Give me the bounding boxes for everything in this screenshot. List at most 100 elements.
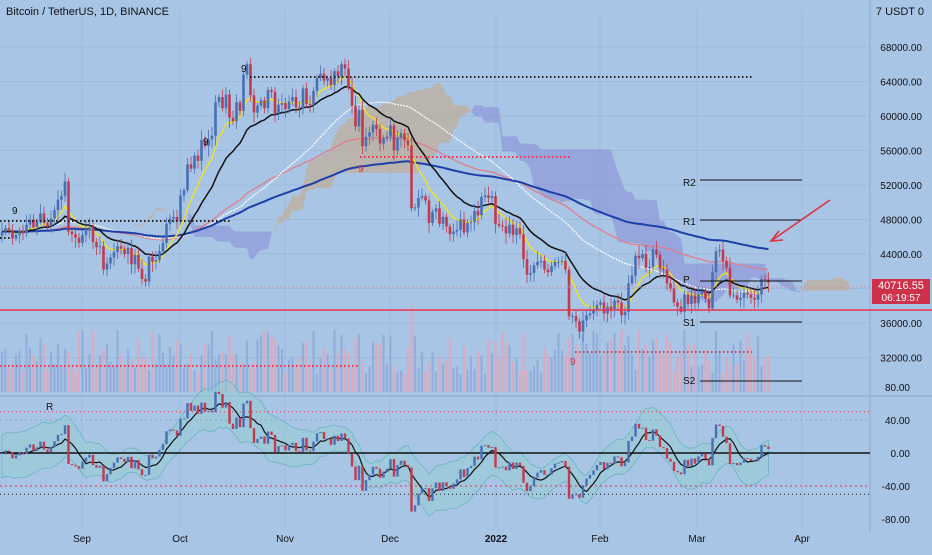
candle-body[interactable] [431,211,434,223]
candle-body[interactable] [294,97,298,108]
candle-body[interactable] [480,197,483,216]
candle-body[interactable] [200,140,203,161]
candle-body[interactable] [679,306,683,312]
candle-body[interactable] [137,254,140,269]
candle-body[interactable] [746,292,749,295]
candle-body[interactable] [18,230,21,236]
candle-body[interactable] [574,316,578,322]
candle-body[interactable] [123,248,126,254]
candle-body[interactable] [284,103,287,110]
candle-body[interactable] [270,90,273,92]
candle-body[interactable] [434,208,438,212]
candle-body[interactable] [539,260,543,262]
candle-body[interactable] [501,225,504,227]
candle-body[interactable] [84,230,88,236]
candle-body[interactable] [508,224,511,234]
candle-body[interactable] [0,231,4,236]
candle-body[interactable] [130,247,133,265]
candle-body[interactable] [385,136,389,139]
candle-body[interactable] [490,196,494,198]
candle-body[interactable] [161,242,165,252]
candle-body[interactable] [714,251,718,273]
candle-body[interactable] [721,249,725,261]
candle-body[interactable] [46,222,49,227]
candle-body[interactable] [49,218,53,227]
candle-body[interactable] [392,125,396,151]
candle-body[interactable] [735,295,739,300]
candle-body[interactable] [644,254,648,268]
candle-body[interactable] [630,275,634,284]
candle-body[interactable] [35,222,39,228]
candle-body[interactable] [182,190,186,196]
candle-body[interactable] [291,97,294,102]
candle-body[interactable] [515,228,518,236]
candle-body[interactable] [494,196,497,224]
candle-body[interactable] [179,195,182,222]
candle-body[interactable] [88,227,91,231]
candle-body[interactable] [627,283,630,312]
candle-body[interactable] [616,300,620,303]
candle-body[interactable] [567,269,571,317]
candle-body[interactable] [518,228,522,235]
candle-body[interactable] [711,272,714,309]
candle-body[interactable] [536,261,539,266]
candle-body[interactable] [165,223,168,243]
candle-body[interactable] [140,268,144,280]
candle-body[interactable] [749,294,753,298]
candle-body[interactable] [483,195,487,198]
candle-body[interactable] [238,102,242,111]
candle-body[interactable] [522,234,525,260]
candle-body[interactable] [105,263,109,270]
candle-body[interactable] [364,136,368,147]
candle-body[interactable] [112,252,116,258]
candle-body[interactable] [119,246,123,249]
candle-body[interactable] [693,295,697,304]
candle-body[interactable] [700,291,704,295]
candle-body[interactable] [21,230,25,234]
candle-body[interactable] [546,269,550,273]
candle-body[interactable] [504,226,508,234]
candle-body[interactable] [186,164,189,191]
candle-body[interactable] [56,199,60,211]
candle-body[interactable] [256,105,259,113]
candle-body[interactable] [427,200,431,223]
candle-body[interactable] [595,304,599,311]
candle-body[interactable] [669,283,672,289]
candle-body[interactable] [60,196,63,200]
candle-body[interactable] [154,260,158,262]
candle-body[interactable] [476,210,480,216]
candle-body[interactable] [742,292,746,298]
candle-body[interactable] [158,251,161,261]
candle-body[interactable] [242,74,245,111]
candle-body[interactable] [732,295,735,297]
candle-body[interactable] [4,228,7,232]
candle-body[interactable] [637,255,641,259]
candle-body[interactable] [420,196,424,198]
candle-body[interactable] [725,260,728,268]
candle-body[interactable] [683,294,686,312]
candle-body[interactable] [658,254,662,269]
candle-body[interactable] [543,260,546,270]
candle-body[interactable] [151,256,154,262]
candle-body[interactable] [441,216,445,224]
candle-body[interactable] [14,235,18,239]
candle-body[interactable] [763,279,767,281]
candle-body[interactable] [641,254,644,259]
candle-body[interactable] [214,102,217,136]
time-axis[interactable]: Sep Oct Nov Dec 2022 Feb Mar Apr [73,534,810,545]
candle-body[interactable] [623,311,627,316]
candle-body[interactable] [354,105,357,127]
candle-body[interactable] [529,272,532,275]
candle-body[interactable] [273,91,277,114]
candle-body[interactable] [403,133,406,141]
candle-body[interactable] [602,302,606,314]
candle-body[interactable] [592,310,595,314]
candle-body[interactable] [287,101,291,110]
candle-body[interactable] [319,73,322,79]
candle-body[interactable] [382,138,385,144]
candle-body[interactable] [280,103,284,105]
candle-body[interactable] [196,155,200,161]
candle-body[interactable] [648,266,651,268]
candle-body[interactable] [228,94,231,118]
candle-body[interactable] [424,196,427,201]
